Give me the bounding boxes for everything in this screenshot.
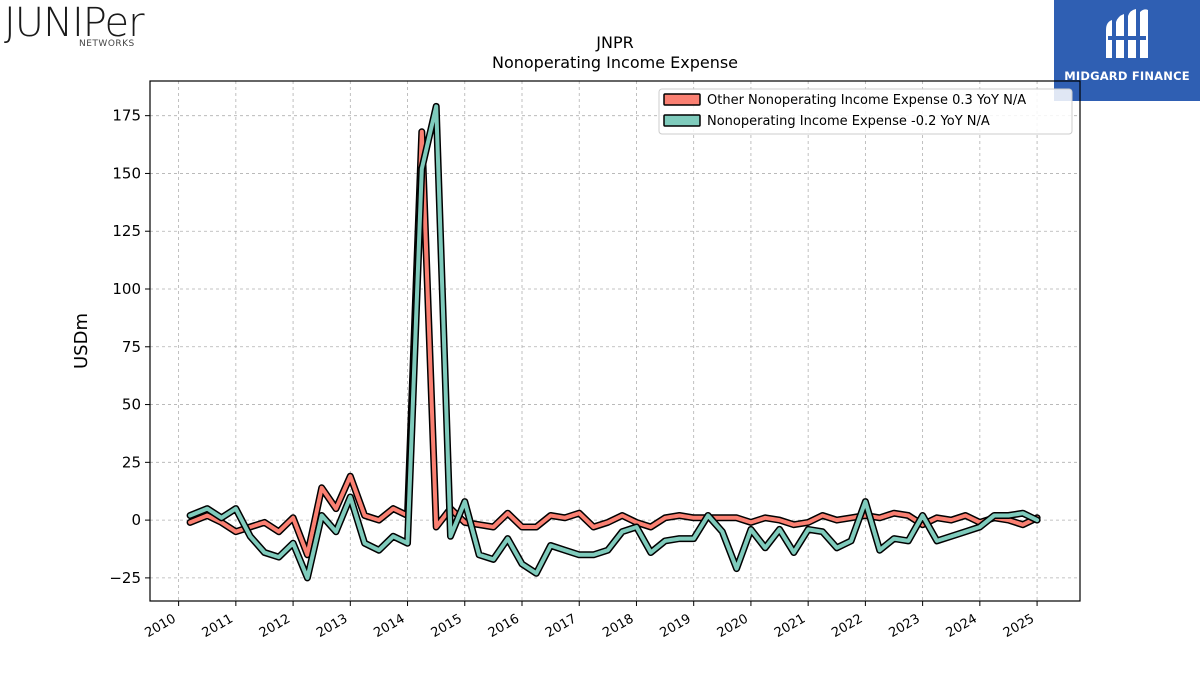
x-tick-label: 2023 [886,611,922,641]
series-line [188,129,1040,557]
y-tick-label: 75 [122,338,141,356]
x-tick-label: 2020 [715,611,751,641]
x-tick-label: 2021 [772,611,808,641]
x-tick-label: 2014 [371,611,407,641]
series-1 [186,102,1041,582]
x-tick-label: 2016 [486,611,522,641]
x-axis: 2010 2011 2012 2013 2014 2015 2016 2017 2018 2019… [142,601,1038,641]
x-tick-label: 2018 [600,611,636,641]
x-tick-label: 2013 [314,611,350,641]
y-axis-label: USDm [71,313,92,369]
midgard-emblem-icon [1106,9,1148,59]
x-tick-label: 2011 [200,611,236,641]
y-tick-label: 50 [122,396,141,414]
x-tick-label: 2025 [1001,611,1037,641]
y-tick-label: 25 [122,453,141,471]
juniper-logo-wordmark: JUNIPer [4,2,145,46]
juniper-logo-subtitle: NETWORKS [79,39,135,49]
legend-frame [658,88,1073,135]
x-tick-label: 2019 [658,611,694,641]
series-0 [186,128,1041,559]
x-tick-label: 2015 [429,611,465,641]
series-line [188,104,1040,580]
y-tick-label: 100 [112,280,141,298]
series-layer [186,102,1041,582]
x-tick-label: 2022 [829,611,865,641]
y-tick-label: 0 [131,511,141,529]
y-tick-label: −25 [109,569,141,587]
legend-swatch-other [663,93,701,106]
legend-label-other: Other Nonoperating Income Expense 0.3 Yo… [707,93,1026,108]
y-tick-label: 175 [112,107,141,125]
plot-frame [149,80,1081,602]
x-tick-label: 2012 [257,611,293,641]
series-line-outline [186,128,1041,559]
midgard-logo-text: MIDGARD FINANCE [1064,69,1190,83]
y-axis: −25 0 25 50 75 100 125 150 175 [109,107,150,587]
x-tick-label: 2024 [944,611,980,641]
juniper-networks-logo: JUNIPer NETWORKS [4,0,164,50]
x-tick-label: 2010 [142,611,178,641]
x-tick-label: 2017 [543,611,579,641]
legend-label-total: Nonoperating Income Expense -0.2 YoY N/A [707,114,990,129]
chart-subtitle: Nonoperating Income Expense [492,53,738,72]
legend: Other Nonoperating Income Expense 0.3 Yo… [658,88,1073,135]
chart-title: JNPR [595,33,633,52]
midgard-finance-logo: MIDGARD FINANCE [1054,0,1200,101]
legend-swatch-total [663,114,701,127]
y-tick-label: 125 [112,222,141,240]
y-tick-label: 150 [112,164,141,182]
